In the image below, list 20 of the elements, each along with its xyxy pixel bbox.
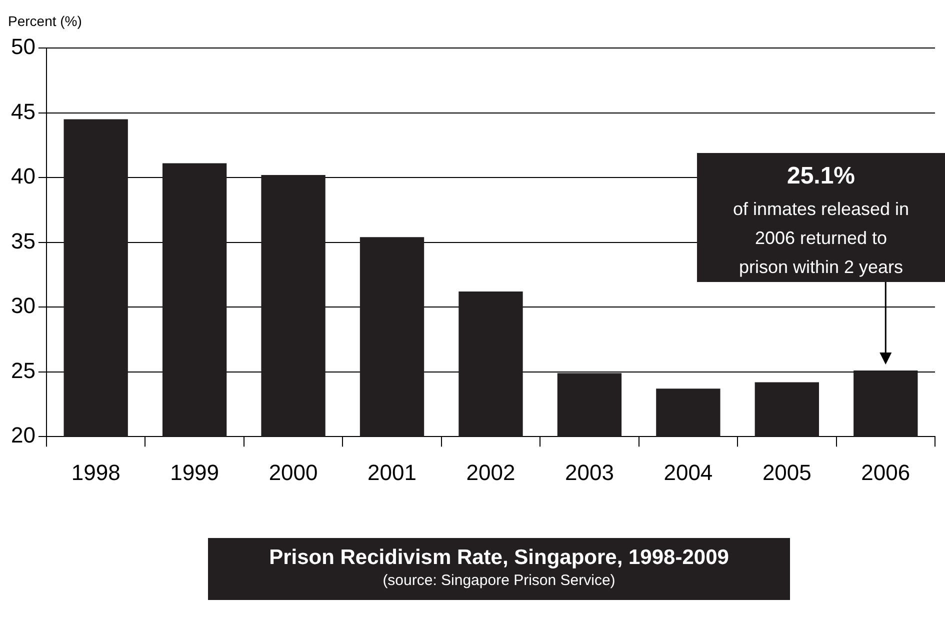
x-tick-label: 1998 (71, 460, 120, 485)
x-tick-label: 2003 (564, 460, 614, 485)
x-tick-label: 2005 (762, 460, 812, 485)
x-tick-label: 2002 (466, 460, 516, 485)
text: (source: Singapore Prison Service) (382, 572, 616, 589)
y-tick-label: 45 (10, 98, 36, 124)
x-tick-label: 2001 (368, 460, 416, 485)
y-tick-label: 50 (10, 34, 36, 60)
annotation: 25.1% of inmates released in 2006 returned to prison within 2 years (732, 162, 910, 277)
x-tick-label: 2004 (664, 460, 713, 485)
y-tick-label: 35 (10, 228, 36, 254)
x-tick-label: 1999 (170, 460, 220, 485)
y-axis-title: Percent (%) (8, 12, 82, 29)
x-tick-label: 2006 (861, 460, 910, 485)
y-tick-label: 20 (10, 422, 36, 448)
text: Prison Recidivism Rate, Singapore, 1998-2009 (268, 546, 730, 570)
y-tick-label: 25 (10, 358, 36, 383)
x-tick-label: 2000 (268, 460, 318, 485)
y-tick-label: 30 (10, 293, 36, 318)
y-tick-label: 40 (10, 164, 36, 189)
